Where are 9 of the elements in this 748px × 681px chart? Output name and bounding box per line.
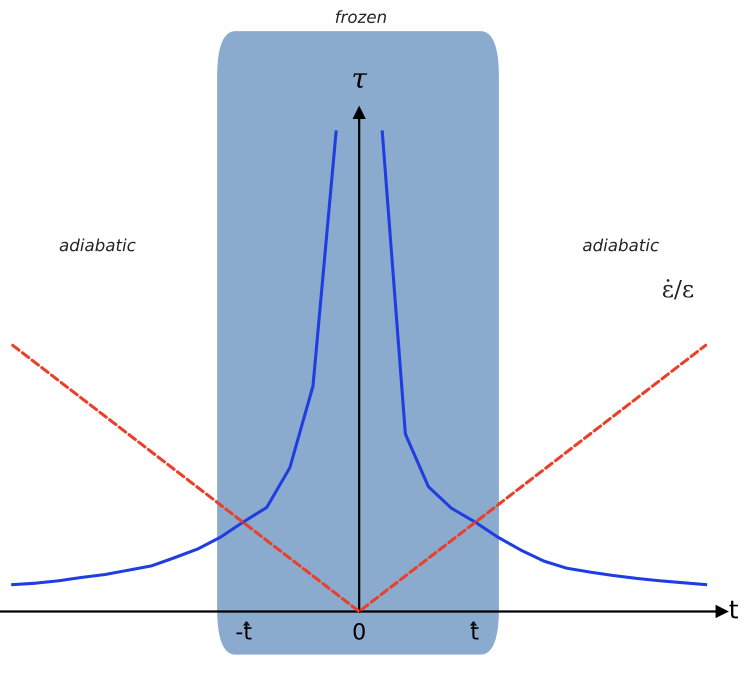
x-tick-label: 0	[354, 622, 365, 640]
text: frozen	[336, 10, 386, 24]
x-tick-label: -t̂	[236, 622, 252, 640]
y-axis-title: τ	[353, 73, 368, 88]
annotation: adiabatic	[60, 238, 136, 252]
text: ε̇/ε	[662, 279, 694, 300]
x-axis-title: t	[729, 600, 738, 618]
annotation: adiabatic	[583, 238, 659, 252]
x-tick-label: t̂	[470, 622, 478, 640]
